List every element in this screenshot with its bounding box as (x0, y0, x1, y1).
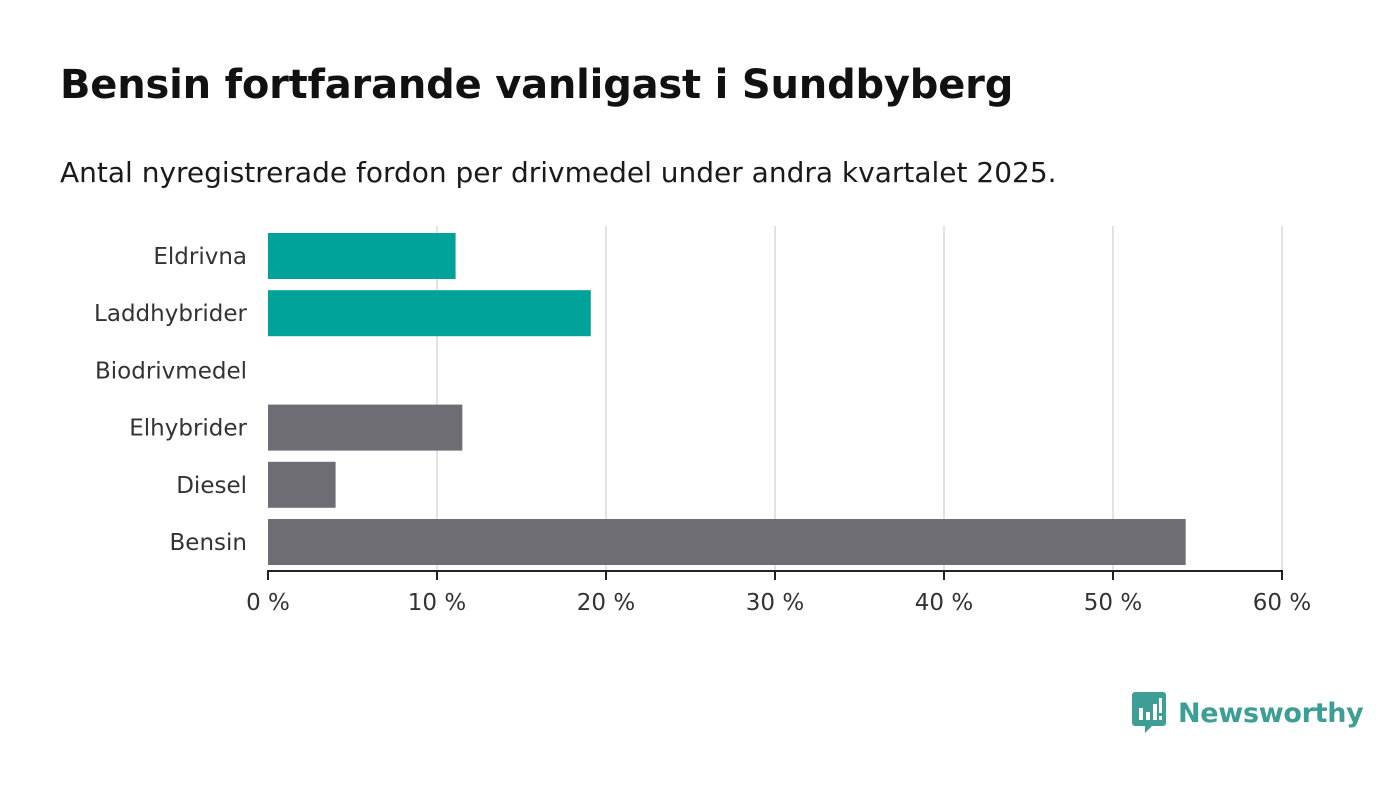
bars (268, 233, 1186, 565)
x-tick-label: 60 % (1253, 590, 1311, 616)
gridlines (436, 226, 1283, 571)
x-tick-label: 20 % (577, 590, 635, 616)
chart-subtitle: Antal nyregistrerade fordon per drivmede… (60, 156, 1057, 189)
x-tick-label: 50 % (1084, 590, 1142, 616)
x-tick-label: 0 % (246, 590, 290, 616)
category-label: Bensin (170, 530, 247, 556)
bar-eldrivna (268, 233, 456, 279)
bar-laddhybrider (268, 290, 591, 337)
newsworthy-chart-icon (1132, 692, 1166, 733)
x-axis: 0 % 10 % 20 % 30 % 40 % 50 % 60 % (246, 570, 1311, 616)
category-label: Laddhybrider (94, 301, 247, 327)
category-label: Elhybrider (129, 416, 247, 442)
category-label: Biodrivmedel (95, 358, 247, 384)
bar-elhybrider (268, 404, 463, 451)
category-label: Eldrivna (153, 244, 247, 270)
bar-diesel (268, 461, 336, 508)
newsworthy-logo: Newsworthy (1132, 692, 1364, 734)
x-tick-label: 30 % (746, 590, 804, 616)
x-tick-label: 40 % (915, 590, 973, 616)
logo-text: Newsworthy (1178, 697, 1364, 729)
bar-bensin (268, 519, 1186, 565)
category-labels: Eldrivna Laddhybrider Biodrivmedel Elhybrid… (94, 244, 247, 556)
x-tick-label: 10 % (408, 590, 466, 616)
chart-title: Bensin fortfarande vanligast i Sundbyber… (60, 62, 1014, 108)
category-label: Diesel (176, 473, 247, 499)
